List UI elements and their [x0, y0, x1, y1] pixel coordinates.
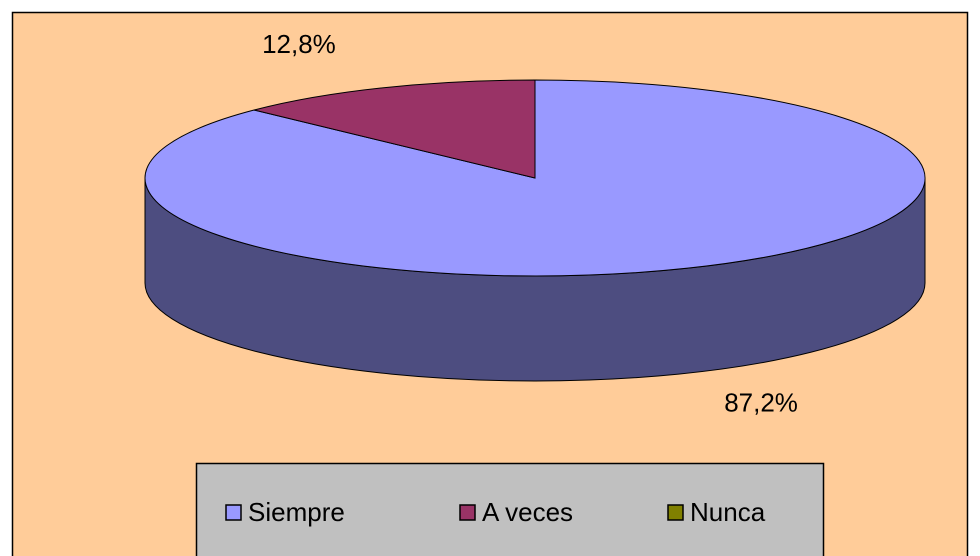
pie-slice — [144, 79, 926, 277]
legend-label: Siempre — [248, 497, 345, 527]
legend-box — [195, 462, 825, 556]
legend-swatch — [459, 504, 476, 521]
pie-slice — [253, 79, 536, 179]
data-label: 87,2% — [724, 388, 798, 418]
legend-label: Nunca — [690, 497, 766, 527]
legend-swatch — [667, 504, 684, 521]
data-label: 12,8% — [262, 29, 336, 59]
legend-swatch — [225, 504, 242, 521]
legend-label: A veces — [482, 497, 573, 527]
